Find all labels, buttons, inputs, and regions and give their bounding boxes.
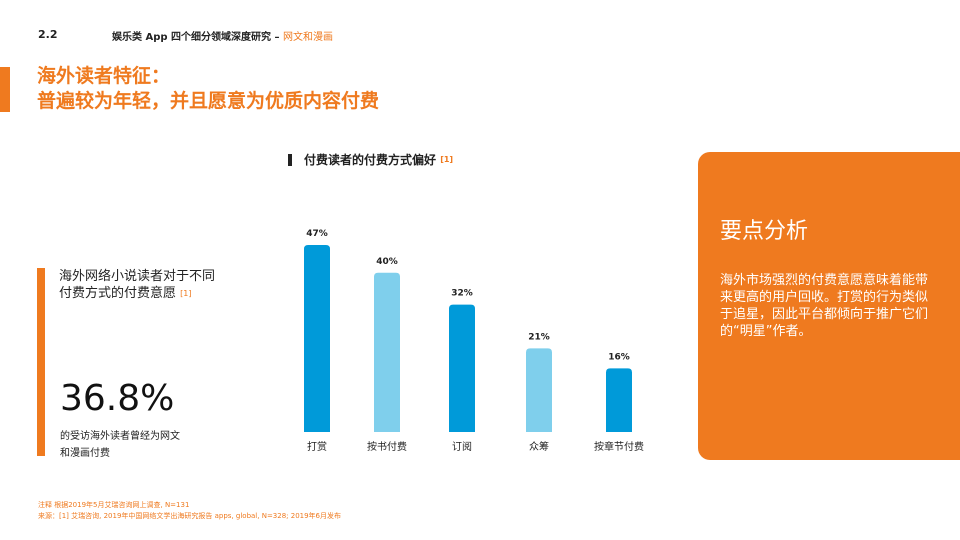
panel-text: 海外市场强烈的付费意愿意味着能带来更高的用户回收。打赏的行为类似于追星，因此平台… (720, 273, 929, 339)
stat-heading: 海外网络小说读者对于不同 付费方式的付费意愿 [1] (59, 268, 215, 302)
bar-订阅 (449, 304, 475, 432)
stat-heading-line2: 付费方式的付费意愿 (59, 286, 177, 301)
bar-chart: 47% 打赏 40% 按书付费 32% 订阅 21% 众筹 16% 按章节付费 (304, 229, 644, 453)
title-line2: 普遍较为年轻，并且愿意为优质内容付费 (37, 90, 380, 112)
data-label: 40% (376, 257, 398, 267)
title-accent-bar (0, 67, 10, 112)
stat-heading-line1: 海外网络小说读者对于不同 (59, 269, 216, 284)
data-label: 16% (608, 352, 630, 362)
category-label: 按书付费 (367, 440, 407, 453)
stat-desc-line1: 的受访海外读者曾经为网文 (60, 431, 180, 442)
panel-title: 要点分析 (720, 219, 809, 244)
bar-打赏 (304, 244, 330, 432)
title-line1: 海外读者特征： (37, 65, 171, 87)
breadcrumb-text: 娱乐类 App 四个细分领域深度研究 – (112, 32, 283, 43)
data-label: 32% (451, 289, 473, 299)
category-label: 订阅 (452, 440, 472, 453)
page-title: 海外读者特征： 普遍较为年轻，并且愿意为优质内容付费 (37, 64, 379, 114)
chart-title: 付费读者的付费方式偏好 [1] (288, 154, 453, 166)
breadcrumb-highlight: 网文和漫画 (282, 32, 333, 43)
source-line: 来源：[1] 艾瑞咨询, 2019年中国网络文学出海研究报告 apps, glo… (38, 512, 342, 520)
chart-ref: [1] (440, 155, 454, 164)
bar-众筹 (526, 348, 552, 432)
category-label: 众筹 (529, 440, 549, 453)
key-points-panel (698, 152, 960, 460)
bar-按章节付费 (606, 368, 632, 432)
chart-title-text: 付费读者的付费方式偏好 (304, 153, 437, 167)
data-label: 21% (528, 332, 550, 342)
breadcrumb: 娱乐类 App 四个细分领域深度研究 – 网文和漫画 (112, 28, 333, 43)
stat-accent-bar (37, 268, 45, 456)
footnotes: 注释 根据2019年5月艾瑞咨询网上调查, N=131 来源：[1] 艾瑞咨询, … (38, 500, 341, 522)
stat-ref: [1] (180, 289, 192, 298)
category-label: 打赏 (307, 440, 327, 453)
stat-desc-line2: 和漫画付费 (60, 448, 110, 459)
section-number: 2.2 (38, 28, 58, 41)
stat-description: 的受访海外读者曾经为网文 和漫画付费 (60, 428, 180, 462)
data-label: 47% (306, 229, 328, 239)
category-label: 按章节付费 (594, 440, 644, 453)
note-line: 注释 根据2019年5月艾瑞咨询网上调查, N=131 (38, 501, 190, 509)
bar-按书付费 (374, 272, 400, 432)
stat-value: 36.8% (60, 378, 175, 419)
